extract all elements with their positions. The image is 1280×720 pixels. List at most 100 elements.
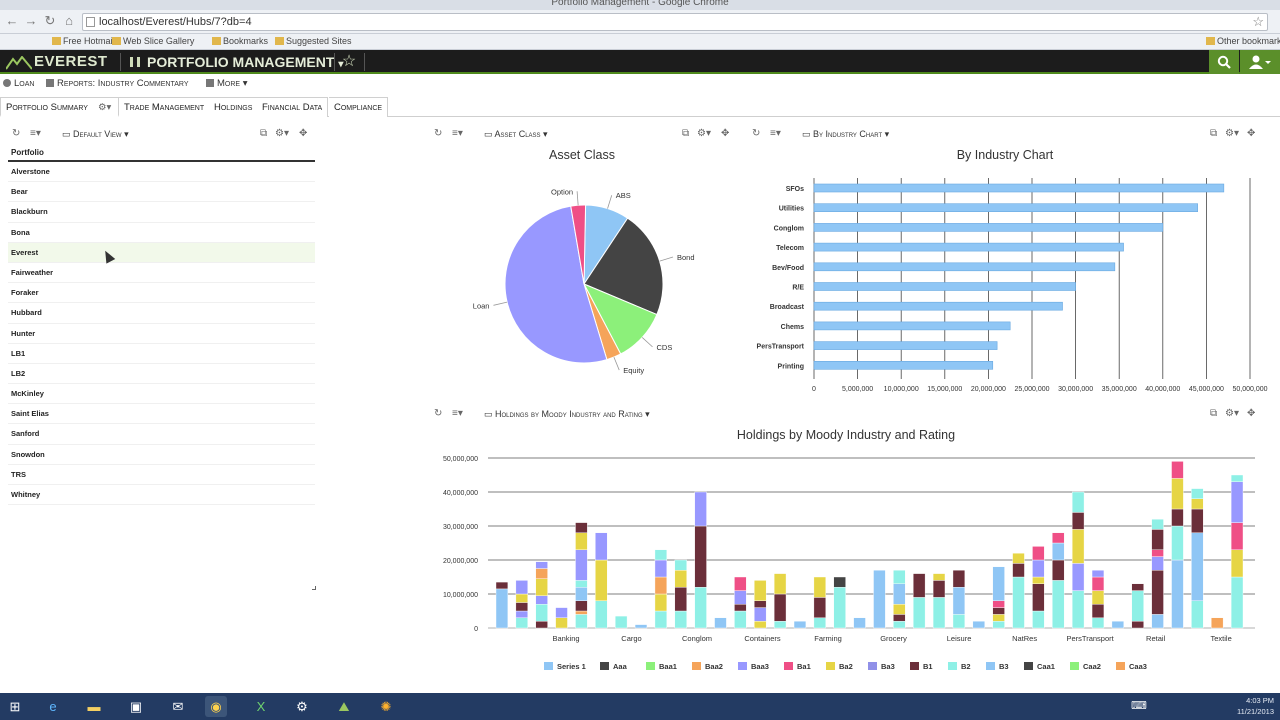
menu-icon[interactable]: ≡▾ <box>770 128 781 139</box>
refresh-icon[interactable]: ↻ <box>752 128 761 139</box>
menu-icon[interactable]: ≡▾ <box>452 408 463 419</box>
portfolio-column-header[interactable]: Portfolio <box>8 145 315 162</box>
portfolio-row[interactable]: Bear <box>8 182 315 203</box>
internet-explorer-icon[interactable]: e <box>49 699 57 714</box>
resize-handle[interactable] <box>312 586 316 590</box>
portfolio-row[interactable]: LB1 <box>8 344 315 364</box>
portfolio-row[interactable]: Saint Elias <box>8 404 315 425</box>
stacked-bar-segment <box>734 576 747 591</box>
popout-icon[interactable]: ⧉ <box>1210 128 1218 139</box>
portfolio-row[interactable]: Whitney <box>8 485 315 506</box>
module-menu[interactable]: PORTFOLIO MANAGEMENT ▾ <box>127 52 343 72</box>
outlook-icon[interactable]: ✉ <box>172 699 184 714</box>
excel-icon[interactable]: X <box>256 699 266 714</box>
portfolio-row[interactable]: Snowdon <box>8 445 315 465</box>
view-selector[interactable]: ▭ Holdings by Moody Industry and Rating … <box>484 409 650 419</box>
portfolio-row[interactable]: Alverstone <box>8 162 315 183</box>
popout-icon[interactable]: ⧉ <box>260 128 268 139</box>
more-menu[interactable]: More ▾ <box>206 78 248 89</box>
user-menu-button[interactable] <box>1240 50 1280 74</box>
portfolio-row[interactable]: Blackburn <box>8 202 315 223</box>
forward-icon[interactable]: → <box>24 13 38 28</box>
keyboard-icon[interactable]: ⌨ <box>1131 700 1147 712</box>
stacked-bar-segment <box>535 568 548 579</box>
legend-label: Caa2 <box>1083 662 1101 671</box>
portfolio-row[interactable]: Sanford <box>8 424 315 445</box>
portfolio-row[interactable]: Hunter <box>8 324 315 344</box>
page-icon <box>86 17 95 27</box>
bookmark-item[interactable]: Free Hotmail <box>52 36 115 46</box>
portfolio-row[interactable]: McKinley <box>8 384 315 405</box>
search-button[interactable] <box>1209 50 1239 74</box>
tab-trade-management[interactable]: Trade Management <box>119 97 211 117</box>
bookmark-item[interactable]: Suggested Sites <box>275 36 352 46</box>
industry-bar <box>813 242 1124 252</box>
category-label: Chems <box>781 324 804 331</box>
reports-link[interactable]: Reports: Industry Commentary <box>46 78 189 89</box>
bookmark-item[interactable]: Bookmarks <box>212 36 268 46</box>
legend-swatch <box>986 662 995 670</box>
view-selector[interactable]: ▭ Asset Class ▾ <box>484 129 548 139</box>
menu-icon[interactable]: ≡▾ <box>30 128 41 139</box>
report-icon <box>46 79 54 87</box>
gear-icon[interactable]: ⚙▾ <box>98 102 112 113</box>
back-icon[interactable]: ← <box>5 13 19 28</box>
move-icon[interactable]: ✥ <box>721 128 730 139</box>
tab-financial-data[interactable]: Financial Data <box>257 97 329 117</box>
stacked-bar-segment <box>1191 532 1204 602</box>
portfolio-row[interactable]: LB2 <box>8 364 315 385</box>
gear-icon[interactable]: ⚙▾ <box>1225 408 1239 419</box>
bookmark-item[interactable]: Web Slice Gallery <box>112 36 194 46</box>
move-icon[interactable]: ✥ <box>1247 408 1256 419</box>
gear-icon[interactable]: ⚙▾ <box>1225 128 1239 139</box>
portfolio-row[interactable]: Foraker <box>8 283 315 304</box>
category-label: R/E <box>792 285 804 292</box>
stacked-bar-segment <box>1171 525 1184 561</box>
portfolio-row[interactable]: Bona <box>8 223 315 243</box>
portfolio-row[interactable]: Everest <box>8 242 315 263</box>
chrome-icon[interactable]: ◉ <box>205 696 227 717</box>
loan-link[interactable]: Loan <box>3 78 34 89</box>
clock-date: 11/21/2013 <box>1237 707 1274 716</box>
app-icon[interactable]: ✺ <box>380 699 392 714</box>
menu-icon[interactable]: ≡▾ <box>452 128 463 139</box>
legend-label: Caa3 <box>1129 662 1147 671</box>
reload-icon[interactable]: ↻ <box>44 13 56 28</box>
refresh-icon[interactable]: ↻ <box>434 408 443 419</box>
bookmark-star-icon[interactable]: ☆ <box>1252 14 1264 29</box>
tab-portfolio-summary[interactable]: Portfolio Summary ⚙▾ <box>0 97 119 117</box>
home-icon[interactable]: ⌂ <box>65 13 73 28</box>
refresh-icon[interactable]: ↻ <box>434 128 443 139</box>
popout-icon[interactable]: ⧉ <box>682 128 690 139</box>
system-clock[interactable]: 4:03 PM 11/21/2013 <box>1237 695 1274 717</box>
gear-icon[interactable]: ⚙▾ <box>697 128 711 139</box>
everest-app-icon[interactable]: ⛰ <box>338 699 350 714</box>
portfolio-widget-toolbar: ↻ ≡▾ ▭ Default View ▾ ⧉ ⚙▾ ✥ <box>10 128 315 142</box>
portfolio-row[interactable]: Fairweather <box>8 263 315 284</box>
file-explorer-icon[interactable]: ▬ <box>87 699 101 714</box>
portfolio-list: Portfolio Alverstone Bear Blackburn Bona Eve… <box>8 145 315 506</box>
stacked-bar-segment <box>1052 542 1065 561</box>
stacked-bar-segment <box>1211 617 1224 629</box>
view-selector[interactable]: ▭ By Industry Chart ▾ <box>802 129 890 139</box>
move-icon[interactable]: ✥ <box>1247 128 1256 139</box>
view-selector[interactable]: ▭ Default View ▾ <box>62 129 129 139</box>
portfolio-row[interactable]: Hubbard <box>8 303 315 324</box>
tab-holdings[interactable]: Holdings <box>209 97 259 117</box>
tab-compliance[interactable]: Compliance <box>329 97 389 117</box>
move-icon[interactable]: ✥ <box>299 128 308 139</box>
bookmark-item[interactable]: Other bookmarks <box>1206 36 1280 46</box>
popout-icon[interactable]: ⧉ <box>1210 408 1218 419</box>
stacked-bar-segment <box>992 614 1005 622</box>
refresh-icon[interactable]: ↻ <box>12 128 21 139</box>
stacked-bar-segment <box>1091 617 1105 629</box>
address-bar[interactable]: localhost/Everest/Hubs/7?db=4 ☆ <box>82 13 1268 31</box>
gear-icon[interactable]: ⚙▾ <box>275 128 289 139</box>
brand-logo[interactable]: EVEREST <box>6 52 108 72</box>
windows-start-icon[interactable]: ⊞ <box>9 699 21 714</box>
stacked-bar-segment <box>833 576 846 588</box>
favorite-star-icon[interactable]: ☆ <box>341 53 357 70</box>
settings-icon[interactable]: ⚙ <box>296 699 308 714</box>
portfolio-row[interactable]: TRS <box>8 465 315 485</box>
remote-desktop-icon[interactable]: ▣ <box>129 699 143 714</box>
